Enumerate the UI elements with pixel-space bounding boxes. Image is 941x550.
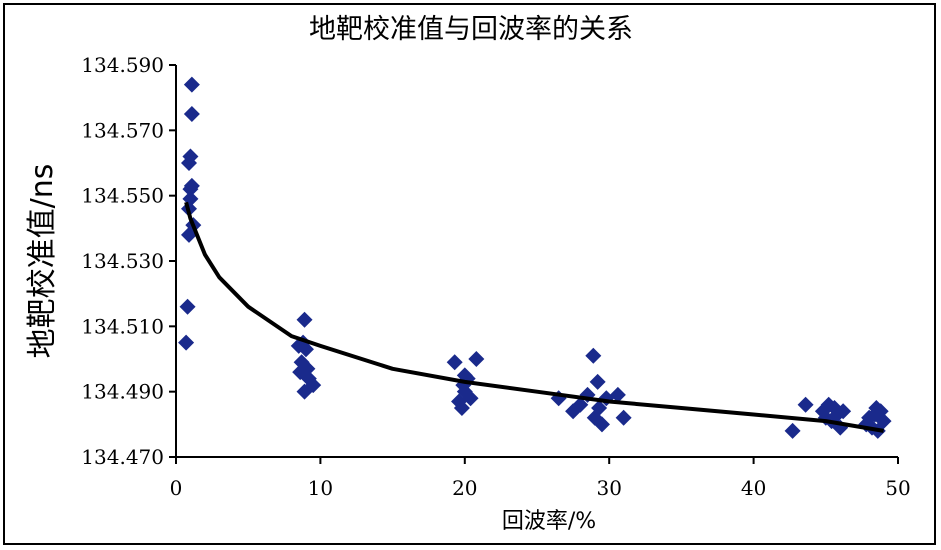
data-point: [835, 403, 852, 420]
y-tick-label: 134.490: [81, 380, 164, 404]
data-point: [468, 351, 485, 367]
data-point: [183, 106, 200, 122]
data-point: [615, 409, 632, 426]
data-point: [462, 390, 479, 407]
trendline: [184, 201, 884, 433]
y-tick-label: 134.510: [81, 314, 164, 338]
data-point: [182, 148, 199, 165]
data-point: [572, 396, 589, 413]
axes: 134.470 134.490 134.510 134.530 134.550 134.5…: [81, 53, 910, 500]
data-point: [183, 177, 200, 194]
x-tick-label: 10: [308, 476, 333, 500]
data-point: [446, 354, 463, 371]
data-point: [305, 377, 322, 394]
x-tick-label: 50: [885, 476, 910, 500]
y-axis-label: 地靶校准值/ns: [25, 164, 60, 359]
data-point: [868, 400, 885, 416]
data-point: [585, 347, 602, 364]
x-tick-label: 40: [741, 476, 766, 500]
y-tick-label: 134.550: [81, 184, 164, 208]
data-point: [453, 400, 470, 416]
trendline-group: [184, 201, 884, 433]
x-tick-label: 30: [596, 476, 621, 500]
y-tick-label: 134.530: [81, 249, 164, 273]
data-point: [784, 422, 801, 439]
y-tick-label: 134.570: [81, 118, 164, 142]
y-tick-label: 134.470: [81, 445, 164, 469]
data-point: [296, 311, 313, 328]
data-point: [593, 416, 610, 433]
data-point: [589, 373, 606, 390]
x-axis-label: 回波率/%: [502, 509, 596, 534]
data-point: [178, 334, 195, 351]
chart-frame: [3, 3, 936, 545]
data-point: [797, 396, 814, 413]
data-point: [183, 76, 200, 93]
data-point: [299, 360, 316, 377]
x-tick-label: 0: [170, 476, 183, 500]
chart-title: 地靶校准值与回波率的关系: [309, 14, 633, 45]
data-point: [591, 400, 608, 416]
x-tick-label: 20: [452, 476, 477, 500]
data-point: [609, 386, 626, 403]
data-point: [875, 413, 892, 430]
y-tick-label: 134.590: [81, 53, 164, 77]
data-point: [179, 298, 196, 315]
data-points: [178, 76, 892, 439]
